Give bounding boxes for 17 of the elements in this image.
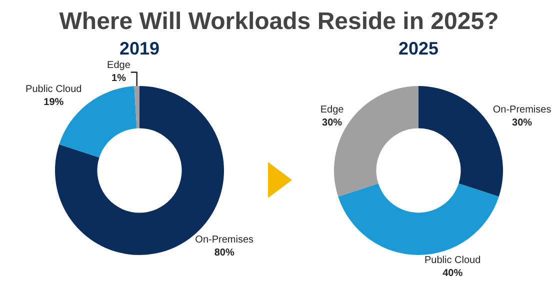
- slice-label: On-Premises: [195, 234, 254, 246]
- data-label: 19%: [44, 97, 64, 108]
- slice-label: Edge: [320, 104, 344, 116]
- donut-slice: [338, 184, 499, 255]
- data-label: 40%: [442, 268, 463, 279]
- chart-subtitle: 2019: [119, 38, 160, 58]
- data-label: 1%: [112, 73, 126, 84]
- data-label: 80%: [214, 248, 234, 259]
- slice-label: Edge: [107, 60, 131, 72]
- data-label: 30%: [322, 118, 342, 129]
- donut-slice: [134, 86, 140, 128]
- slice-label: On-Premises: [492, 104, 552, 116]
- slice-label: Public Cloud: [424, 255, 481, 266]
- chart-title: Where Will Workloads Reside in 2025?: [58, 8, 500, 36]
- data-label: 30%: [512, 118, 532, 129]
- slice-label: Public Cloud: [26, 84, 82, 96]
- chart-subtitle: 2025: [398, 38, 439, 58]
